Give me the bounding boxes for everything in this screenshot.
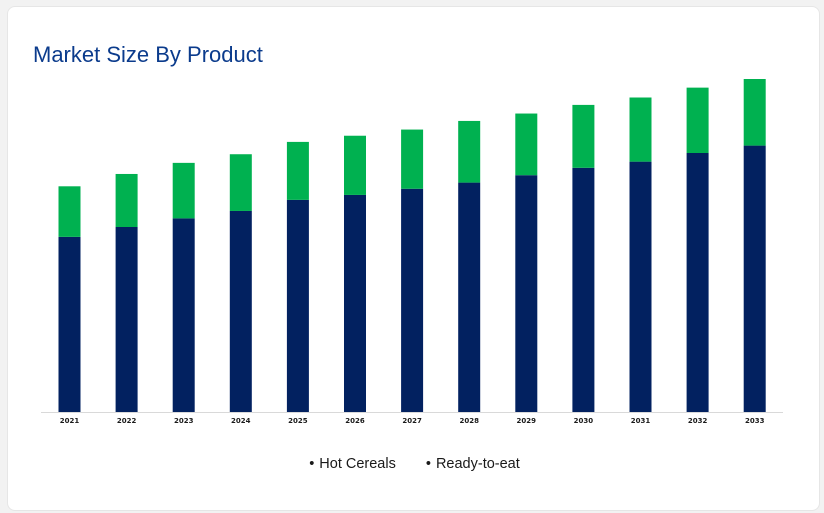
bar-hot-cereals-2022[interactable] bbox=[115, 227, 138, 412]
bar-hot-cereals-2023[interactable] bbox=[172, 218, 195, 412]
bar-hot-cereals-2025[interactable] bbox=[286, 199, 309, 412]
bar-hot-cereals-2030[interactable] bbox=[572, 167, 595, 412]
bar-ready-to-eat-2026[interactable] bbox=[344, 135, 366, 195]
chart-title: Market Size By Product bbox=[33, 42, 263, 67]
bar-ready-to-eat-2025[interactable] bbox=[286, 141, 309, 200]
chart-card: Market Size By Product 2021 2022 2023 2024 2… bbox=[7, 6, 820, 511]
bar-ready-to-eat-2033[interactable] bbox=[743, 79, 766, 146]
x-tick-label-2024: 2024 bbox=[231, 417, 251, 425]
bar-ready-to-eat-2028[interactable] bbox=[458, 120, 481, 183]
legend-label-hot-cereals: Hot Cereals bbox=[319, 456, 396, 472]
x-tick-label-2033: 2033 bbox=[745, 417, 765, 425]
bar-hot-cereals-2032[interactable] bbox=[686, 153, 709, 412]
bar-ready-to-eat-2021[interactable] bbox=[58, 186, 81, 237]
x-tick-label-2029: 2029 bbox=[517, 417, 537, 425]
bar-ready-to-eat-2027[interactable] bbox=[401, 129, 424, 189]
legend: • Hot Cereals • Ready-to-eat bbox=[8, 456, 821, 472]
legend-bullet-ready-to-eat: • bbox=[425, 456, 431, 472]
bars-group bbox=[58, 79, 766, 412]
bar-ready-to-eat-2023[interactable] bbox=[172, 162, 195, 219]
bar-ready-to-eat-2031[interactable] bbox=[629, 97, 652, 162]
x-tick-label-2023: 2023 bbox=[174, 417, 194, 425]
x-tick-label-2030: 2030 bbox=[574, 417, 594, 425]
x-tick-label-2032: 2032 bbox=[688, 417, 708, 425]
x-tick-label-2025: 2025 bbox=[288, 417, 308, 425]
bar-ready-to-eat-2030[interactable] bbox=[572, 104, 595, 168]
bar-hot-cereals-2024[interactable] bbox=[229, 210, 252, 412]
bar-hot-cereals-2033[interactable] bbox=[743, 145, 766, 412]
x-tick-label-2021: 2021 bbox=[60, 417, 80, 425]
legend-item-hot-cereals[interactable]: • Hot Cereals bbox=[309, 456, 396, 472]
legend-bullet-hot-cereals: • bbox=[309, 456, 315, 472]
x-tick-label-2031: 2031 bbox=[631, 417, 651, 425]
x-tick-label-2028: 2028 bbox=[459, 417, 479, 425]
legend-item-ready-to-eat[interactable]: • Ready-to-eat bbox=[426, 456, 520, 472]
x-tick-labels: 2021 2022 2023 2024 2025 2026 2027 2028 2029 2030… bbox=[60, 417, 765, 425]
bar-chart: 2021 2022 2023 2024 2025 2026 2027 2028 2029 2030… bbox=[41, 79, 783, 425]
bar-ready-to-eat-2032[interactable] bbox=[686, 87, 709, 153]
x-tick-label-2026: 2026 bbox=[345, 417, 365, 425]
bar-hot-cereals-2021[interactable] bbox=[58, 236, 81, 412]
bar-hot-cereals-2026[interactable] bbox=[344, 194, 366, 412]
bar-hot-cereals-2029[interactable] bbox=[515, 175, 538, 412]
bar-ready-to-eat-2024[interactable] bbox=[229, 154, 252, 211]
x-tick-label-2022: 2022 bbox=[117, 417, 137, 425]
legend-label-ready-to-eat: Ready-to-eat bbox=[435, 456, 520, 472]
bar-ready-to-eat-2029[interactable] bbox=[515, 113, 538, 176]
bar-hot-cereals-2027[interactable] bbox=[401, 188, 424, 412]
x-tick-label-2027: 2027 bbox=[402, 417, 422, 425]
bar-hot-cereals-2028[interactable] bbox=[458, 182, 481, 412]
bar-ready-to-eat-2022[interactable] bbox=[115, 173, 138, 227]
bar-hot-cereals-2031[interactable] bbox=[629, 161, 652, 412]
